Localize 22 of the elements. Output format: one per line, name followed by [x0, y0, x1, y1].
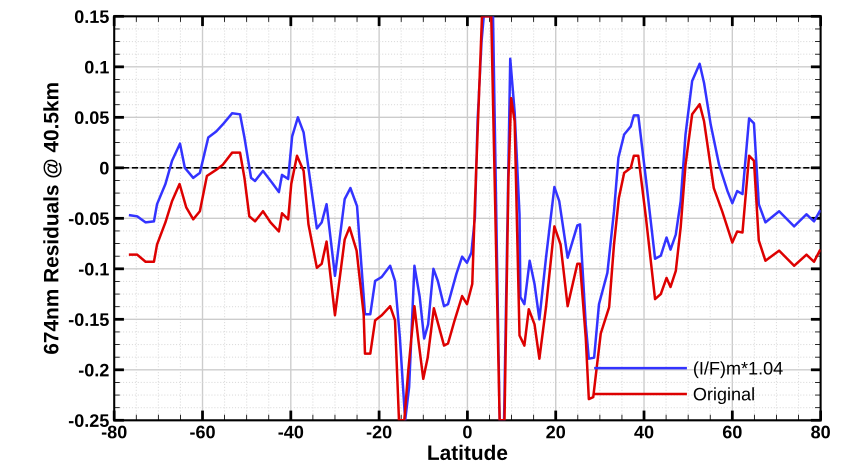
x-axis-title: Latitude: [428, 444, 508, 460]
x-tick-label: 40: [634, 426, 654, 438]
y-tick-label: 0.1: [84, 60, 109, 74]
y-tick-label: 0.15: [74, 10, 109, 24]
y-tick-label: -0.2: [78, 364, 109, 377]
y-axis-title: 674nm Residuals @ 40.5km: [43, 83, 62, 354]
y-tick-label: -0.05: [68, 212, 109, 226]
y-tick-label: 0.05: [74, 111, 109, 124]
x-tick-label: -80: [102, 426, 127, 438]
y-tick-label: -0.25: [68, 414, 109, 428]
x-tick-label: 20: [546, 426, 566, 438]
x-tick-label: 60: [722, 426, 742, 438]
x-tick-label: -40: [278, 426, 304, 438]
x-tick-label: 0: [463, 426, 472, 438]
legend-label: (I/F)m*1.04: [694, 361, 783, 378]
x-tick-label: 80: [811, 426, 830, 438]
legend-label: Original: [694, 387, 754, 404]
x-tick-label: -60: [190, 426, 215, 438]
x-tick-label: -20: [366, 426, 392, 438]
y-tick-label: -0.1: [78, 262, 109, 276]
y-tick-label: 0: [100, 162, 109, 175]
y-tick-label: -0.15: [68, 313, 109, 326]
